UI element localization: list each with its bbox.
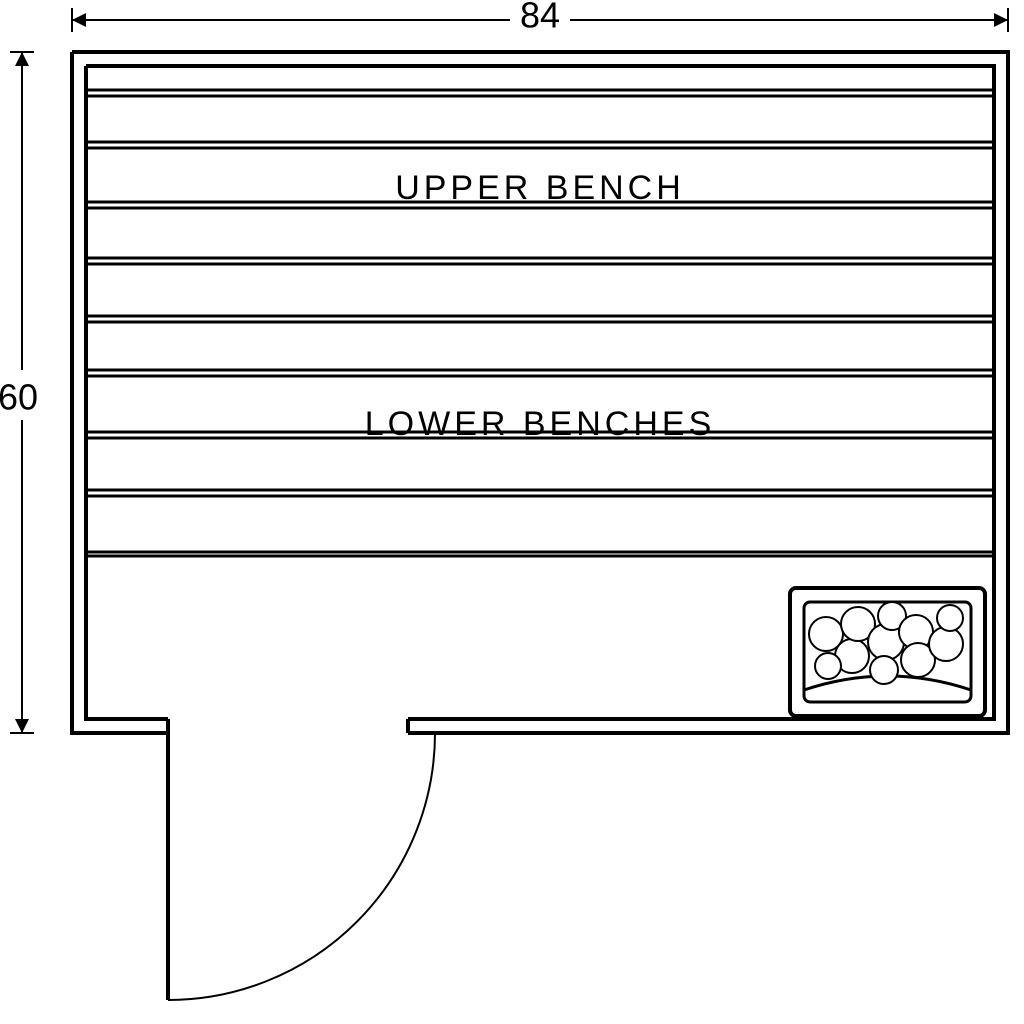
door-swing-arc bbox=[168, 733, 435, 1000]
dimension-height-label: 60 bbox=[0, 377, 38, 418]
upper-bench-label: UPPER BENCH bbox=[395, 169, 685, 207]
lower-benches-label: LOWER BENCHES bbox=[365, 405, 716, 443]
dimension-width-label: 84 bbox=[520, 0, 560, 36]
